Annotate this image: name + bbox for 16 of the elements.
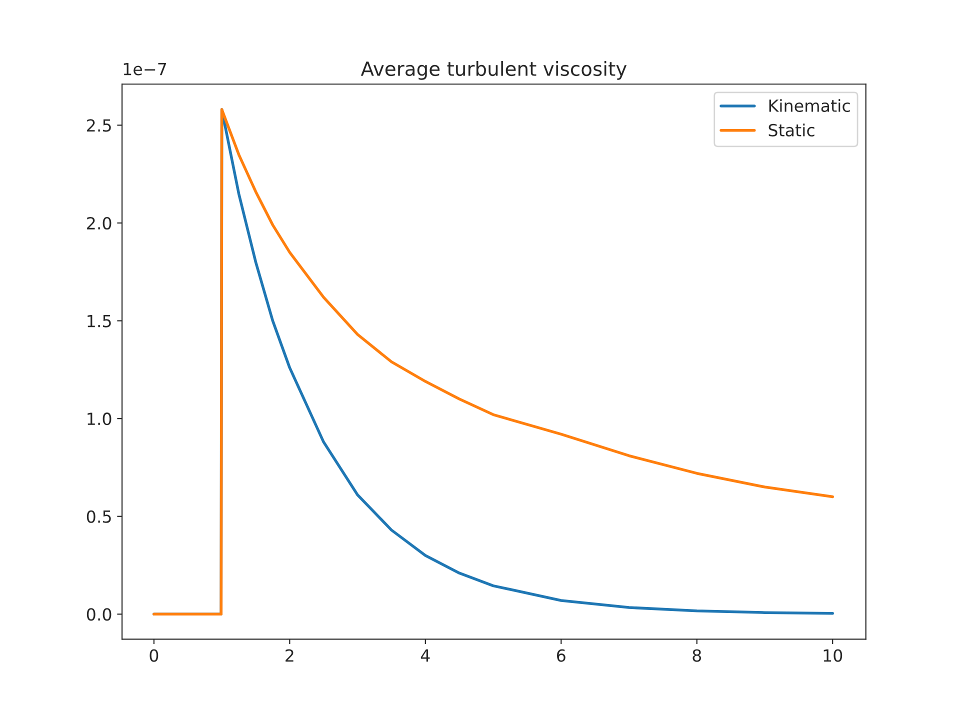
legend-label: Kinematic xyxy=(769,99,850,112)
x-tick-label: 6 xyxy=(557,649,566,662)
y-tick-label: 2.5 xyxy=(87,119,111,132)
x-tick-label: 4 xyxy=(420,649,430,662)
x-tick-label: 10 xyxy=(824,649,842,662)
x-tick-label: 2 xyxy=(286,649,294,662)
legend-label: Static xyxy=(768,124,814,136)
chart-title: Average turbulent viscosity xyxy=(360,61,627,80)
x-tick-label: 8 xyxy=(692,649,702,662)
x-tick-label: 0 xyxy=(150,649,158,662)
y-tick-label: 0.0 xyxy=(86,608,112,621)
text: 1e−7 xyxy=(124,62,166,76)
y-tick-label: 2.0 xyxy=(87,216,112,230)
y-tick-label: 1.0 xyxy=(88,412,112,426)
y-tick-label: 0.5 xyxy=(86,510,111,523)
y-tick-label: 1.5 xyxy=(88,314,111,328)
